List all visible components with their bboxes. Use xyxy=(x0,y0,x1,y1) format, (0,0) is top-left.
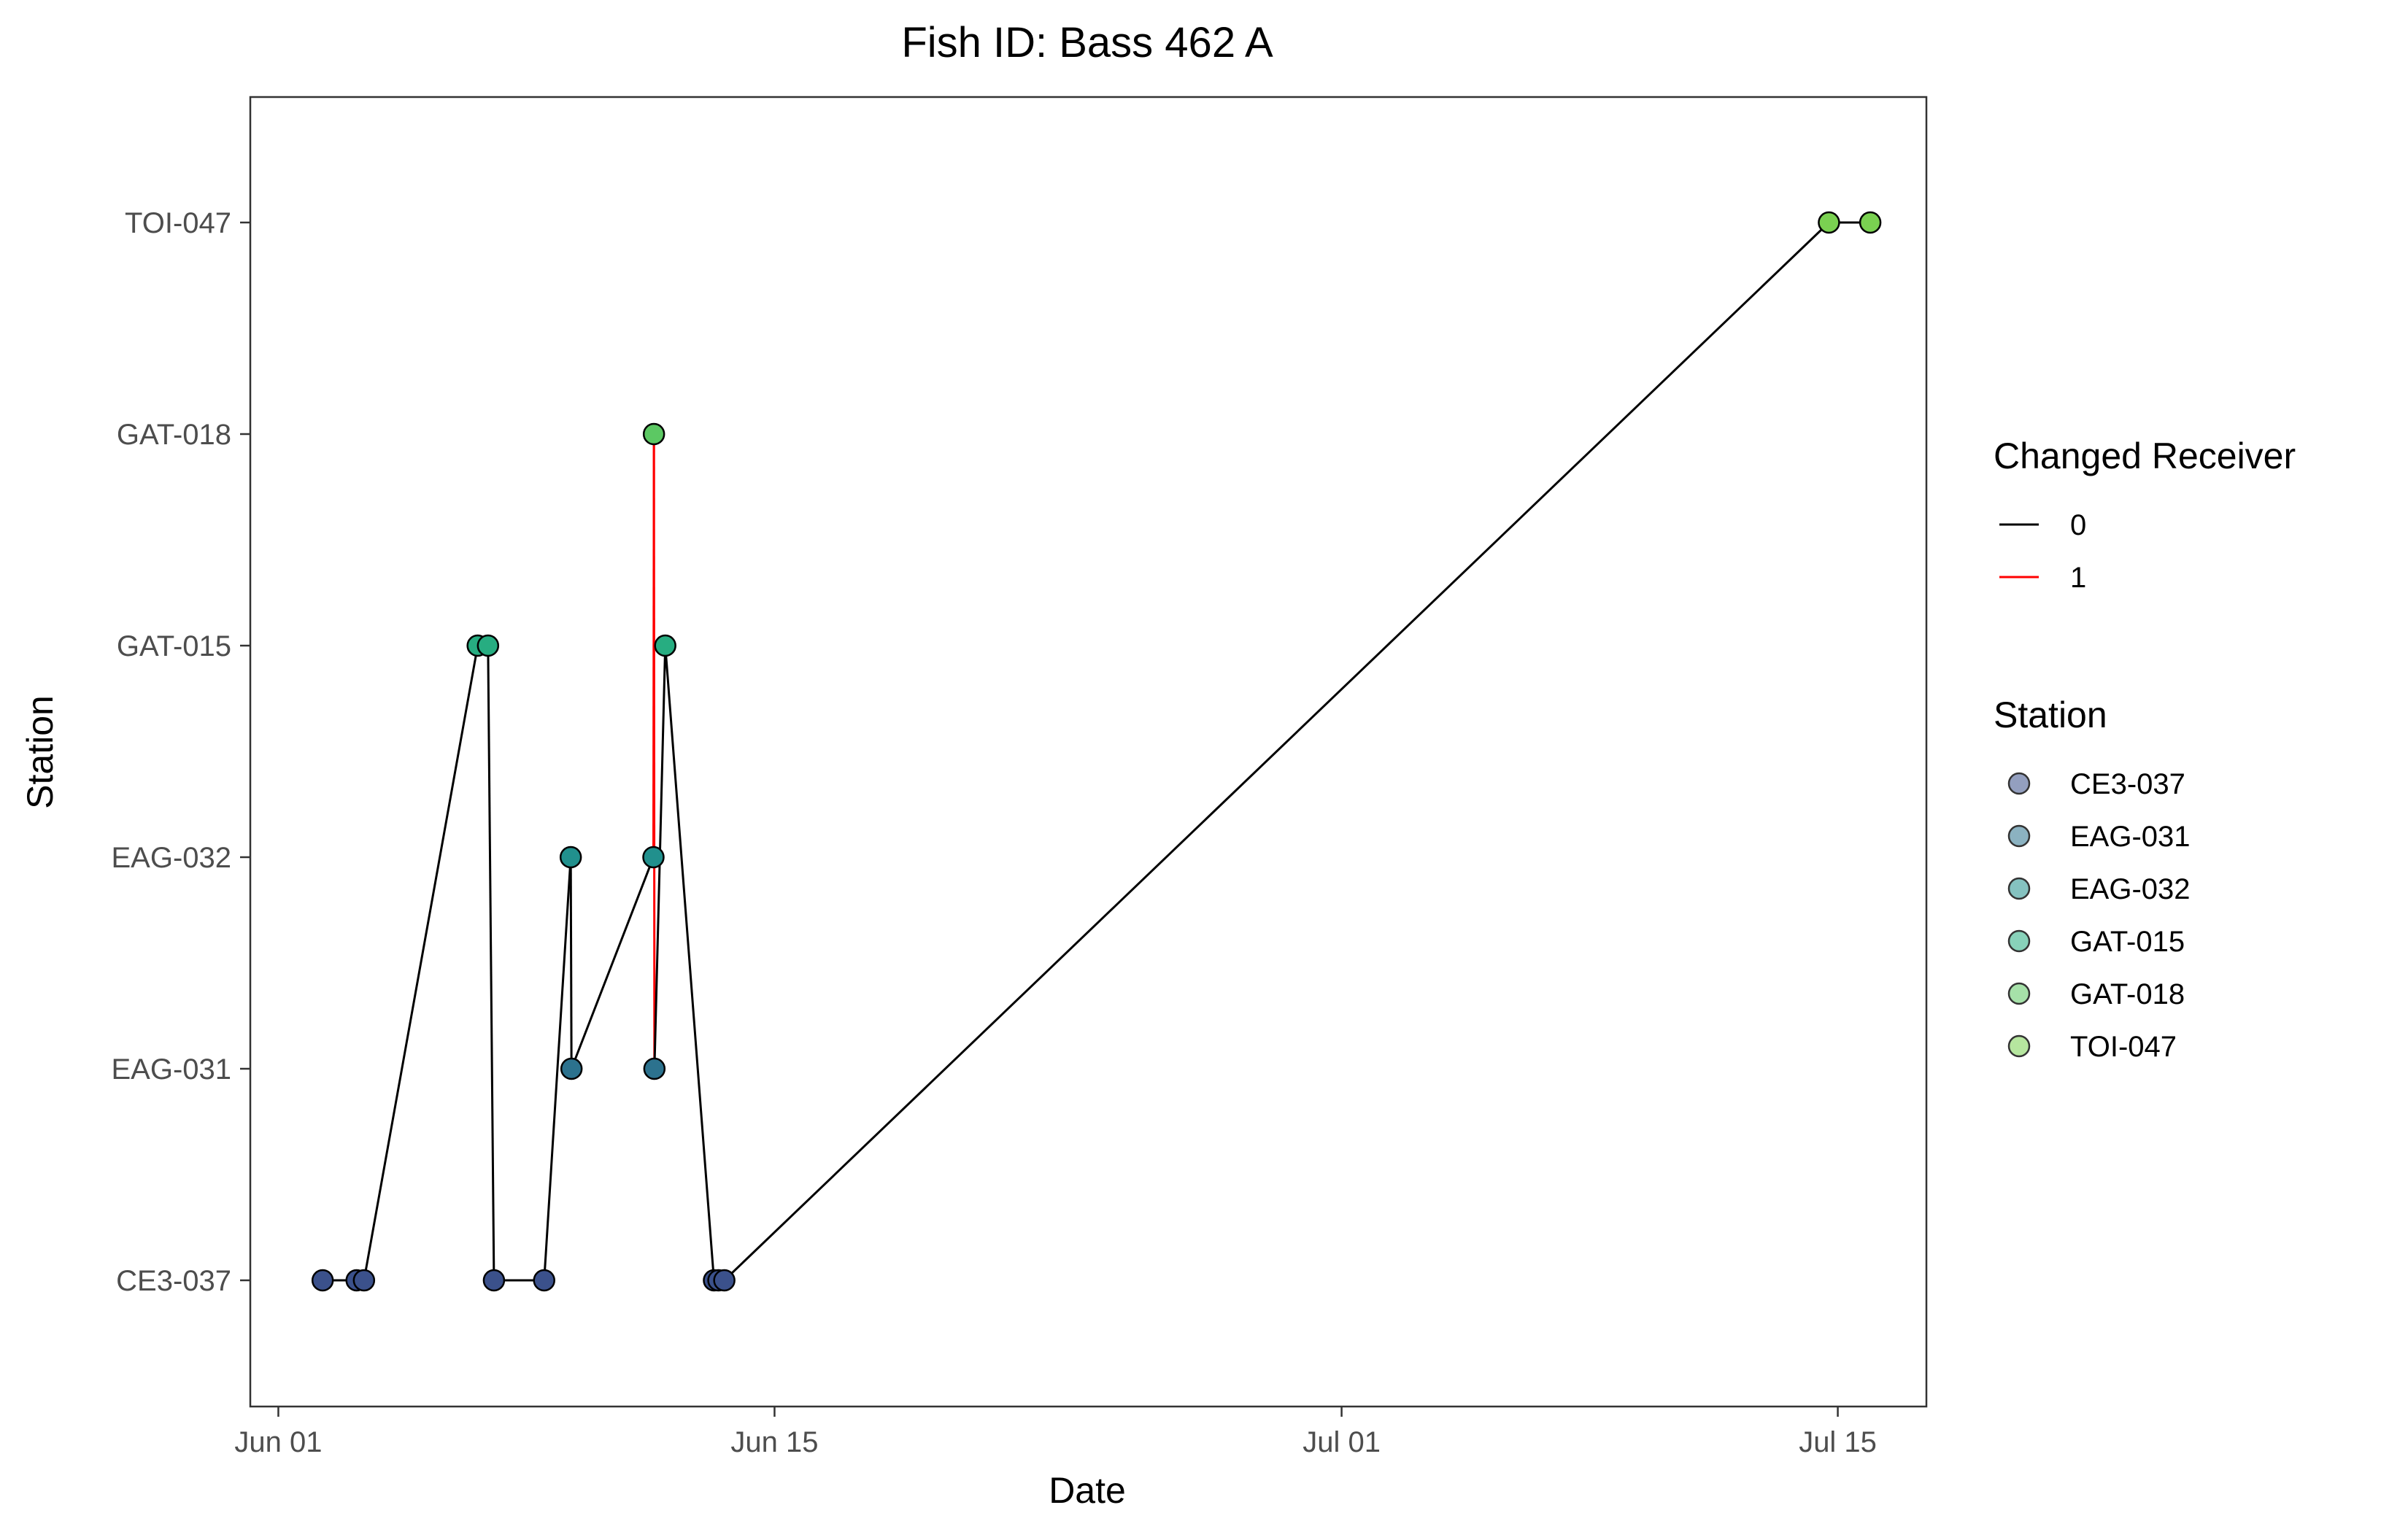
data-point xyxy=(1859,211,1882,234)
y-tick-label: CE3-037 xyxy=(116,1265,231,1297)
legend-title: Station xyxy=(1994,695,2107,735)
path-segment xyxy=(664,645,715,1281)
y-tick-label: GAT-018 xyxy=(117,419,231,451)
data-point xyxy=(482,1269,506,1292)
x-tick-label: Jul 15 xyxy=(1799,1426,1877,1458)
data-point xyxy=(654,634,676,657)
legend-label: TOI-047 xyxy=(2070,1031,2177,1063)
x-axis-title: Date xyxy=(1049,1470,1126,1511)
y-axis: CE3-037 EAG-031 EAG-032 GAT-015 GAT-018 TOI-0… xyxy=(111,207,250,1297)
data-point xyxy=(643,1057,666,1080)
legend-key-point xyxy=(2007,877,2031,900)
path-segment xyxy=(652,433,656,1069)
y-tick-label: EAG-031 xyxy=(111,1053,231,1086)
y-axis-title: Station xyxy=(20,695,61,809)
path-segment xyxy=(487,645,495,1281)
legend-key-point xyxy=(2007,824,2031,848)
x-tick-label: Jun 01 xyxy=(234,1426,322,1458)
legend: Changed Receiver 0 1 Station CE3-037 EAG-031 E… xyxy=(1994,436,2296,1063)
legend-label: CE3-037 xyxy=(2070,768,2185,800)
y-tick-label: EAG-032 xyxy=(111,842,231,874)
plot-panel xyxy=(249,96,1928,1408)
legend-label: GAT-015 xyxy=(2070,926,2185,958)
data-point xyxy=(352,1269,376,1292)
path-segment xyxy=(723,221,1830,1282)
legend-label: GAT-018 xyxy=(2070,978,2185,1010)
data-point xyxy=(559,846,582,869)
path-segment xyxy=(543,856,572,1281)
y-tick-label: TOI-047 xyxy=(125,207,231,239)
legend-label: 1 xyxy=(2070,562,2086,594)
legend-label: 0 xyxy=(2070,509,2086,541)
legend-key-point xyxy=(2007,1034,2031,1058)
data-point xyxy=(311,1269,334,1292)
legend-label: EAG-032 xyxy=(2070,873,2191,905)
legend-title: Changed Receiver xyxy=(1994,436,2296,476)
chart-title: Fish ID: Bass 462 A xyxy=(901,19,1273,66)
series-points xyxy=(311,211,1882,1292)
legend-key-point xyxy=(2007,772,2031,795)
data-point xyxy=(642,846,665,869)
x-tick-label: Jul 01 xyxy=(1303,1426,1381,1458)
data-point xyxy=(560,1057,583,1080)
path-segment xyxy=(570,856,655,1069)
path-segment xyxy=(363,645,479,1281)
legend-key-point xyxy=(2007,982,2031,1005)
y-tick-label: GAT-015 xyxy=(117,630,231,662)
data-point xyxy=(533,1269,555,1292)
series-lines xyxy=(323,221,1871,1282)
data-point xyxy=(1818,211,1840,234)
legend-label: EAG-031 xyxy=(2070,821,2191,853)
x-axis: Jun 01 Jun 15 Jul 01 Jul 15 xyxy=(234,1407,1877,1458)
data-point xyxy=(476,634,500,657)
legend-key-point xyxy=(2007,929,2031,953)
x-tick-label: Jun 15 xyxy=(730,1426,818,1458)
data-point xyxy=(713,1269,736,1292)
data-point xyxy=(642,422,665,446)
